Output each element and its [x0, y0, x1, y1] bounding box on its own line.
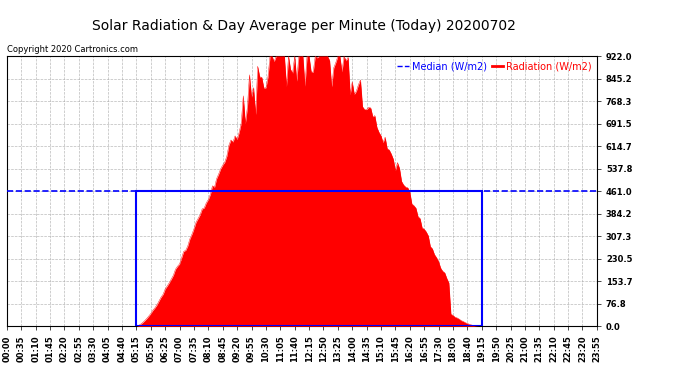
Text: Copyright 2020 Cartronics.com: Copyright 2020 Cartronics.com — [7, 45, 138, 54]
Bar — [137, 191, 482, 326]
Text: Solar Radiation & Day Average per Minute (Today) 20200702: Solar Radiation & Day Average per Minute… — [92, 19, 515, 33]
Legend: Median (W/m2), Radiation (W/m2): Median (W/m2), Radiation (W/m2) — [397, 61, 592, 71]
